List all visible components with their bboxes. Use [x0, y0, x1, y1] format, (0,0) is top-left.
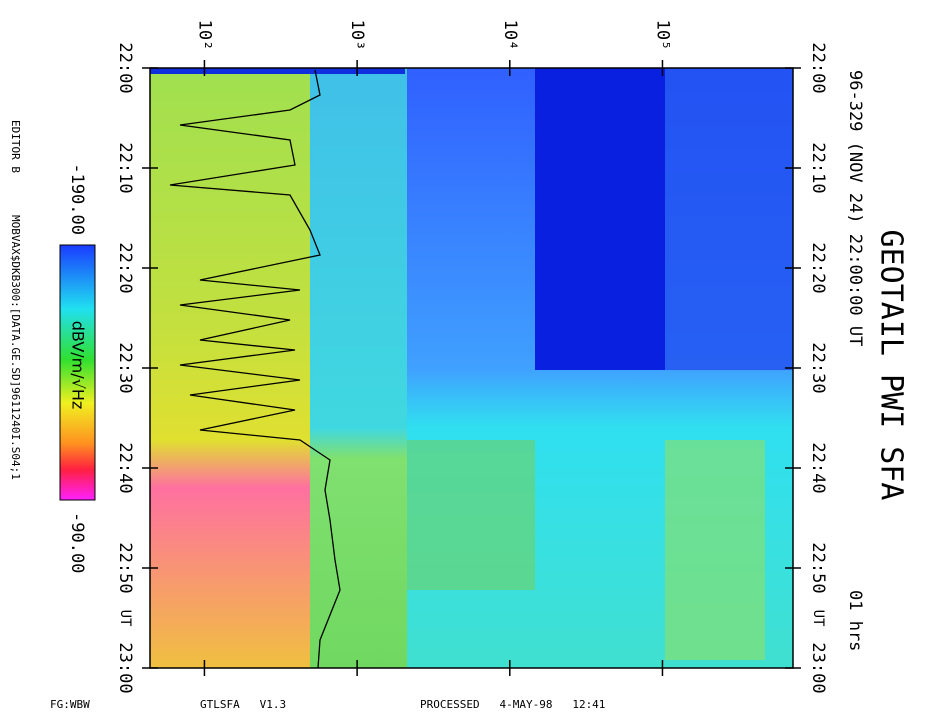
title: GEOTAIL PWI SFA — [874, 230, 909, 501]
colorbar-tick-label: -190.00 — [67, 163, 87, 235]
time-unit: UT — [117, 610, 133, 627]
y-tick-label: 22:50 — [808, 542, 828, 593]
footer: PROCESSED 4-MAY-98 12:41 — [420, 698, 605, 711]
y-tick-label: 22:10 — [808, 142, 828, 193]
x-tick-label: 10⁴ — [500, 20, 520, 51]
y-tick-label: 22:50 — [115, 542, 135, 593]
y-tick-label: 22:20 — [115, 242, 135, 293]
editor: EDITOR B — [9, 120, 22, 173]
y-tick-label: 23:00 — [115, 642, 135, 693]
y-tick-label: 23:00 — [808, 642, 828, 693]
colorbar — [59, 244, 96, 501]
subtitle: 96-329 (NOV 24) 22:00:00 UT — [845, 70, 865, 346]
colorbar-label: dBV/m/√Hz — [69, 321, 88, 410]
y-tick-label: 22:00 — [115, 42, 135, 93]
y-tick-label: 22:10 — [115, 142, 135, 193]
x-tick-label: 10⁵ — [652, 20, 672, 51]
y-tick-label: 22:30 — [115, 342, 135, 393]
y-tick-label: 22:40 — [808, 442, 828, 493]
y-tick-label: 22:00 — [808, 42, 828, 93]
y-tick-label: 22:30 — [808, 342, 828, 393]
spectrogram — [150, 68, 793, 669]
file-name: MOBVAX$DKB300:[DATA.GE.SD]9611240I.S04;1 — [9, 215, 22, 480]
x-tick-label: 10² — [194, 20, 214, 51]
y-tick-label: 22:20 — [808, 242, 828, 293]
footer: GTLSFA V1.3 — [200, 698, 286, 711]
footer: FG:WBW — [50, 698, 90, 711]
colorbar-tick-label: -90.00 — [67, 512, 87, 573]
x-tick-label: 10³ — [347, 20, 367, 51]
duration: 01 hrs — [845, 590, 865, 651]
y-tick-label: 22:40 — [115, 442, 135, 493]
time-unit: UT — [810, 610, 826, 627]
